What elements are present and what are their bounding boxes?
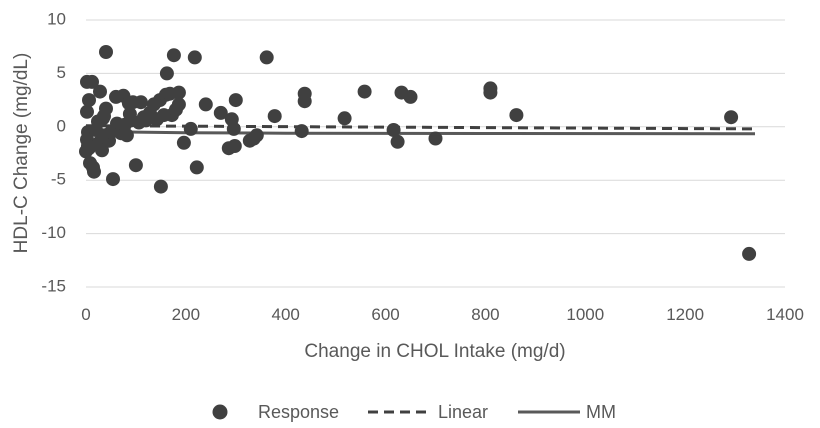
response-point	[267, 109, 282, 124]
response-point	[82, 93, 96, 108]
y-axis-title: HDL-C Change (mg/dL)	[11, 53, 32, 254]
response-point	[87, 164, 101, 179]
response-point	[742, 246, 757, 261]
response-point	[171, 97, 186, 112]
x-tick-label: 600	[371, 305, 399, 324]
response-point	[213, 105, 228, 120]
legend-mm-label: MM	[586, 402, 616, 422]
x-tick-label: 200	[172, 305, 200, 324]
response-point	[159, 66, 174, 81]
x-tick-label: 1400	[766, 305, 804, 324]
x-tick-label: 1200	[666, 305, 704, 324]
y-tick-label: -5	[51, 170, 66, 189]
response-point	[133, 95, 148, 110]
response-point	[99, 45, 113, 59]
response-point	[171, 85, 186, 100]
legend-response-label: Response	[258, 402, 339, 422]
response-point	[259, 50, 274, 65]
response-point	[119, 128, 134, 143]
response-point	[428, 131, 443, 146]
response-point	[93, 84, 107, 99]
y-tick-label: -10	[41, 223, 66, 242]
response-point	[357, 84, 372, 99]
response-points	[79, 45, 757, 261]
x-axis-ticks: 0 200 400 600 800 1000 1200 1400	[81, 305, 804, 324]
y-axis-ticks: 10 5 0 -5 -10 -15	[41, 9, 66, 295]
response-point	[153, 179, 168, 194]
response-point	[509, 108, 524, 123]
response-point	[337, 111, 352, 126]
y-tick-label: -15	[41, 276, 66, 295]
response-point	[226, 121, 241, 136]
x-tick-label: 400	[272, 305, 300, 324]
response-point	[249, 128, 264, 143]
response-point	[724, 110, 739, 125]
legend: Response Linear MM	[212, 402, 616, 422]
x-tick-label: 0	[81, 305, 90, 324]
response-point	[128, 158, 143, 173]
response-point	[198, 97, 213, 112]
y-tick-label: 0	[57, 116, 66, 135]
legend-response-marker	[212, 404, 228, 420]
response-point	[294, 124, 309, 139]
x-axis-title: Change in CHOL Intake (mg/d)	[304, 341, 565, 362]
response-point	[297, 94, 312, 109]
response-point	[386, 123, 401, 137]
response-point	[85, 74, 99, 89]
response-point	[176, 135, 191, 150]
legend-linear-label: Linear	[438, 402, 488, 422]
response-point	[403, 89, 418, 104]
response-point	[390, 134, 405, 149]
x-tick-label: 800	[471, 305, 499, 324]
response-point	[228, 93, 243, 108]
x-tick-label: 1000	[566, 305, 604, 324]
response-point	[95, 143, 109, 158]
response-point	[227, 139, 242, 153]
y-tick-label: 10	[47, 9, 66, 28]
response-point	[187, 50, 202, 65]
response-point	[483, 85, 498, 100]
y-tick-label: 5	[57, 63, 66, 82]
response-point	[106, 172, 120, 187]
response-point	[99, 101, 113, 116]
response-point	[189, 160, 204, 175]
response-point	[80, 104, 94, 119]
response-point	[183, 121, 198, 136]
response-point	[166, 48, 181, 63]
